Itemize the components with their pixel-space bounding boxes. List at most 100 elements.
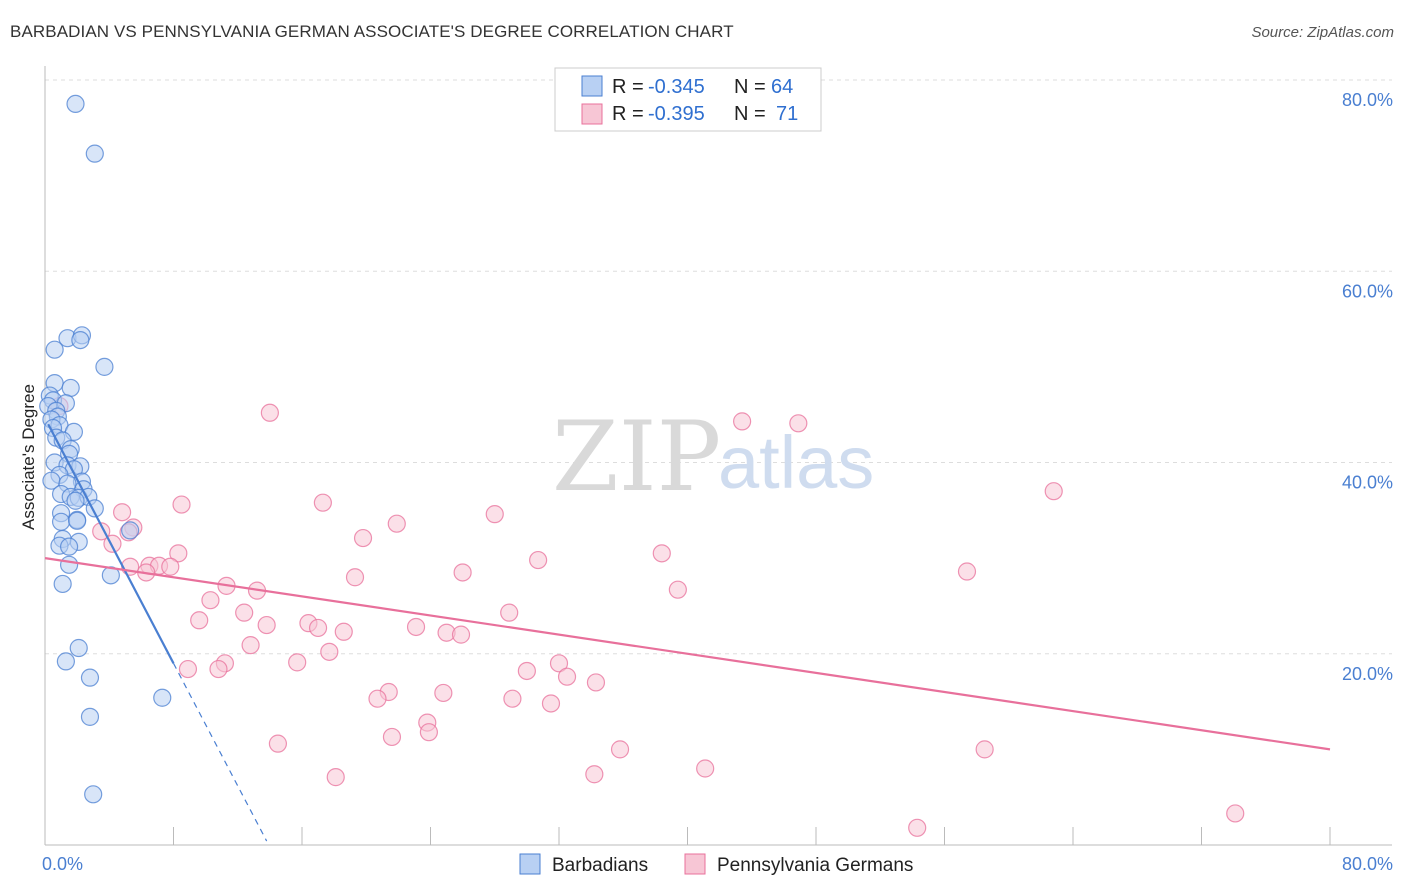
barbadian-point	[59, 555, 79, 574]
pennsylvania-german-point	[235, 603, 254, 622]
pennsylvania-german-point	[190, 611, 209, 630]
pennsylvania-german-point	[172, 495, 191, 514]
barbadian-point	[95, 357, 114, 376]
legend-box: R = -0.345 N = 64 R = -0.395 N = 71	[554, 67, 822, 132]
pennsylvania-german-point	[178, 659, 198, 679]
legend-n-value-1: 64	[771, 76, 793, 98]
pennsylvania-german-point	[326, 768, 345, 787]
pennsylvania-german-point	[308, 618, 328, 638]
barbadian-trend-line	[47, 423, 175, 664]
legend-r-label-1: R =	[612, 76, 644, 98]
chart-title: BARBADIAN VS PENNSYLVANIA GERMAN ASSOCIA…	[10, 22, 734, 41]
pennsylvania-german-point	[257, 615, 276, 635]
pennsylvania-german-point	[345, 568, 365, 587]
pennsylvania-german-point	[419, 723, 438, 742]
pennsylvania-german-point	[529, 550, 548, 570]
barbadian-point	[85, 144, 104, 163]
pennsylvania-german-points	[50, 396, 1245, 837]
pennsylvania-german-point	[451, 625, 471, 644]
barbadian-point	[71, 331, 90, 350]
pennsylvania-german-trend-line	[44, 557, 1331, 751]
trend-lines	[44, 423, 1331, 842]
pennsylvania-german-point	[485, 505, 504, 524]
bottom-legend-barbadians: Barbadians	[552, 855, 648, 876]
legend-r-label-2: R =	[612, 103, 644, 125]
pennsylvania-german-point	[696, 759, 715, 778]
pennsylvania-german-point	[975, 740, 994, 759]
bottom-legend-swatch-pennsylvania-germans	[684, 853, 706, 875]
pennsylvania-german-point	[169, 544, 188, 563]
pennsylvania-german-point	[434, 683, 453, 703]
source-label: Source: ZipAtlas.com	[1251, 24, 1394, 41]
axes	[44, 66, 1392, 846]
pennsylvania-german-point	[908, 818, 927, 837]
pennsylvania-german-point	[541, 694, 561, 713]
barbadian-point	[121, 521, 140, 540]
pennsylvania-german-point	[387, 514, 406, 533]
barbadian-point	[53, 574, 72, 594]
y-tick-label: 80.0%	[1342, 90, 1393, 110]
pennsylvania-german-point	[161, 557, 180, 576]
pennsylvania-german-point	[668, 580, 687, 599]
legend-n-label-1: N =	[734, 76, 766, 98]
legend-swatch-barbadians	[581, 75, 603, 97]
barbadian-point	[68, 511, 87, 530]
barbadian-point	[84, 785, 103, 804]
barbadian-point	[66, 94, 85, 114]
pennsylvania-german-point	[201, 591, 220, 610]
y-tick-label: 60.0%	[1342, 281, 1393, 301]
pennsylvania-german-point	[503, 689, 522, 708]
barbadian-points	[39, 94, 172, 804]
barbadian-point	[80, 707, 100, 726]
barbadian-point	[51, 512, 71, 531]
pennsylvania-german-point	[209, 659, 228, 679]
pennsylvania-german-point	[585, 765, 604, 784]
pennsylvania-german-point	[610, 740, 630, 759]
barbadian-point	[69, 638, 88, 658]
pennsylvania-german-point	[268, 734, 288, 753]
barbadian-point	[45, 340, 64, 359]
x-tick-label-max: 80.0%	[1342, 854, 1393, 874]
pennsylvania-german-point	[406, 617, 426, 637]
pennsylvania-german-point	[353, 528, 373, 548]
barbadian-trend-extension	[172, 663, 268, 842]
barbadian-point	[66, 491, 85, 510]
legend-swatch-pennsylvania-germans	[581, 103, 603, 125]
y-tick-labels: 20.0% 40.0% 60.0% 80.0%	[1342, 90, 1393, 684]
pennsylvania-german-point	[241, 636, 260, 655]
barbadian-point	[59, 537, 79, 556]
pennsylvania-german-point	[549, 654, 569, 673]
pennsylvania-german-point	[320, 642, 339, 661]
pennsylvania-german-point	[288, 653, 307, 672]
pennsylvania-german-point	[1226, 804, 1245, 823]
y-axis-label: Associate's Degree	[19, 384, 38, 530]
pennsylvania-german-point	[313, 493, 332, 512]
legend-r-value-2: -0.395	[648, 103, 705, 125]
pennsylvania-german-point	[586, 673, 606, 692]
pennsylvania-german-point	[1044, 482, 1063, 501]
x-tick-label-min: 0.0%	[42, 854, 83, 874]
pennsylvania-german-point	[733, 412, 752, 431]
bottom-legend-swatch-barbadians	[519, 853, 541, 875]
pennsylvania-german-point	[652, 544, 671, 563]
pennsylvania-german-point	[368, 689, 387, 708]
legend-n-value-2: 71	[776, 103, 798, 125]
bottom-legend-pennsylvania-germans: Pennsylvania Germans	[717, 855, 913, 876]
barbadian-point	[80, 668, 100, 687]
barbadian-point	[61, 378, 80, 398]
y-tick-label: 20.0%	[1342, 664, 1393, 684]
legend-r-value-1: -0.345	[648, 76, 705, 98]
pennsylvania-german-point	[957, 562, 977, 581]
pennsylvania-german-point	[112, 503, 132, 522]
pennsylvania-german-point	[557, 667, 577, 686]
watermark: ZIP atlas	[552, 401, 874, 513]
watermark-atlas: atlas	[718, 421, 874, 504]
bottom-legend: Barbadians Pennsylvania Germans	[519, 853, 913, 876]
pennsylvania-german-point	[453, 563, 472, 582]
barbadian-point	[56, 652, 75, 671]
pennsylvania-german-point	[517, 661, 536, 681]
watermark-zip: ZIP	[552, 401, 721, 513]
gridlines	[45, 79, 1392, 655]
legend-n-label-2: N =	[734, 103, 766, 125]
